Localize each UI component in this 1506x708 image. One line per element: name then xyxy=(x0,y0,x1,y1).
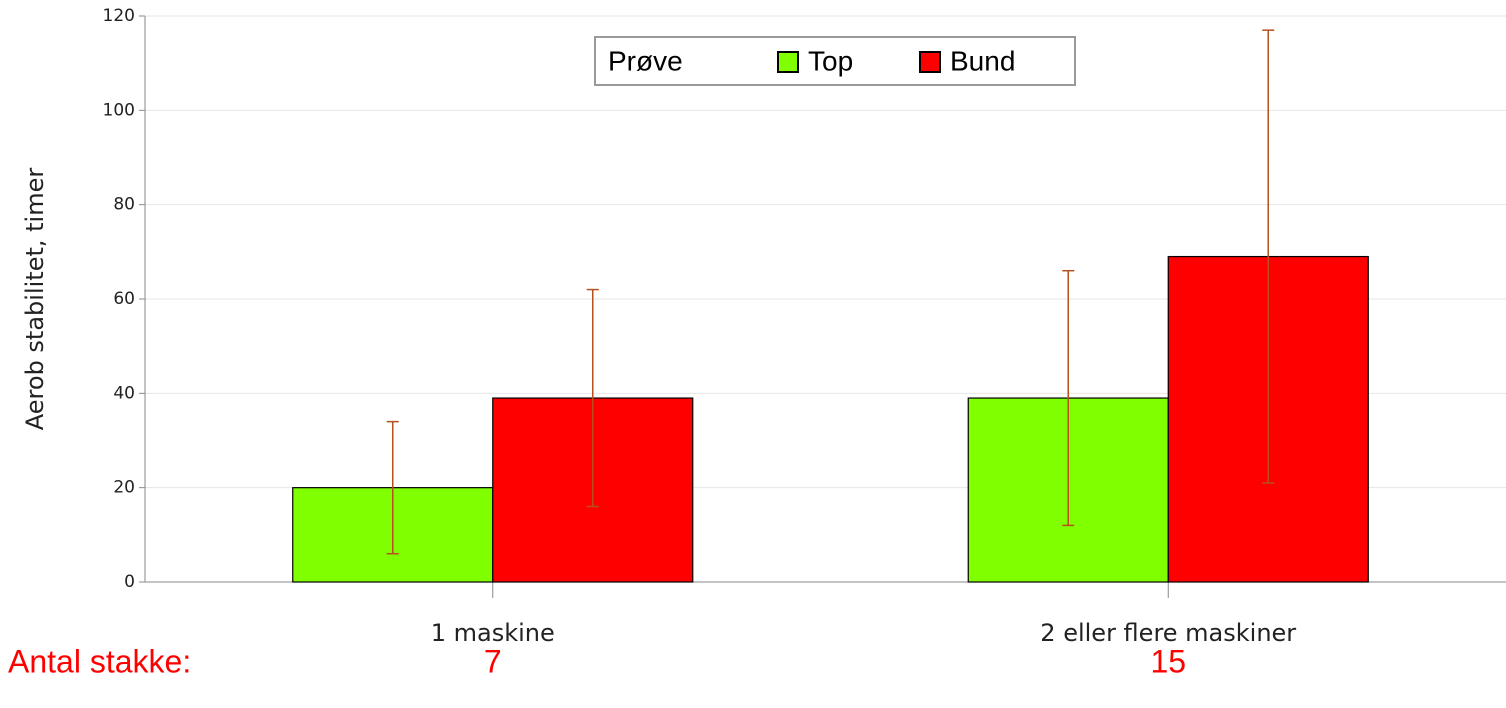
error-bar xyxy=(1062,269,1075,527)
legend-swatch xyxy=(919,51,941,73)
y-tick-label: 120 xyxy=(103,6,135,26)
y-axis-label: Aerob stabilitet, timer xyxy=(21,168,49,431)
error-bar xyxy=(386,420,399,555)
x-tick-label: 2 eller flere maskiner xyxy=(1040,619,1296,647)
error-bar xyxy=(1262,29,1275,484)
annotation-label: Antal stakke: xyxy=(8,643,191,679)
x-tick-label: 1 maskine xyxy=(431,619,555,647)
y-tick-label: 40 xyxy=(113,383,135,403)
y-tick-label: 80 xyxy=(113,195,135,215)
legend-title: Prøve xyxy=(608,45,683,76)
y-tick-label: 60 xyxy=(113,289,135,309)
error-bar xyxy=(586,288,599,508)
annotation-value: 7 xyxy=(484,643,502,679)
legend-label: Top xyxy=(808,45,853,76)
annotation-value: 15 xyxy=(1150,643,1186,679)
y-tick-label: 20 xyxy=(113,478,135,498)
y-tick-label: 0 xyxy=(124,572,135,592)
legend-swatch xyxy=(777,51,799,73)
legend-box xyxy=(594,36,1076,86)
y-tick-label: 100 xyxy=(103,100,135,120)
legend-label: Bund xyxy=(950,45,1015,76)
